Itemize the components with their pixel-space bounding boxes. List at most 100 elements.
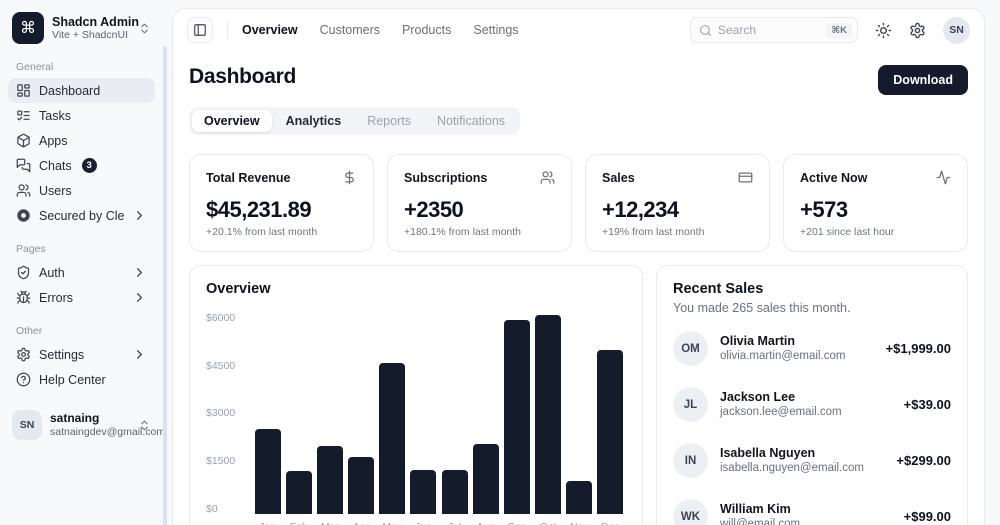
chevrons-up-down-icon: [138, 22, 151, 35]
sale-row[interactable]: JL Jackson Lee jackson.lee@email.com +$3…: [673, 387, 951, 422]
sidebar-item[interactable]: Tasks: [8, 103, 155, 128]
chart-x-axis: Jan Feb Mar Apr May Jun Jul: [252, 521, 626, 525]
sidebar-item[interactable]: Errors: [8, 285, 155, 310]
overview-chart-card: Overview $0 $1500 $3000 $4500: [189, 265, 643, 525]
sidebar-item-label: Chats: [39, 158, 72, 173]
chart-title: Overview: [206, 281, 271, 297]
command-icon: ⌘: [20, 20, 36, 37]
top-nav-link[interactable]: Products: [402, 23, 452, 37]
stat-card: Sales +12,234 +19% from last month: [585, 154, 770, 252]
recent-sales-card: Recent Sales You made 265 sales this mon…: [656, 265, 968, 525]
chart-bar[interactable]: [254, 428, 281, 514]
clerk-icon: [16, 208, 31, 223]
customer-avatar: WK: [673, 499, 708, 525]
chart-bar[interactable]: [379, 363, 406, 514]
chart-bar[interactable]: [535, 315, 562, 514]
chart-plot-area: [252, 313, 626, 514]
chart-bar[interactable]: [566, 480, 593, 514]
topbar: Overview Customers Products Settings Sea…: [173, 9, 984, 51]
sidebar-section: Other Settings Help Center: [8, 325, 155, 392]
sale-amount: +$1,999.00: [885, 341, 951, 356]
search-input[interactable]: Search ⌘K: [690, 17, 858, 43]
sale-row[interactable]: WK William Kim will@email.com +$99.00: [673, 499, 951, 525]
help-icon: [16, 372, 31, 387]
search-shortcut-kbd: ⌘K: [826, 22, 852, 38]
dashboard-tab[interactable]: Notifications: [436, 114, 506, 128]
sale-amount: +$299.00: [896, 453, 951, 468]
customer-email: olivia.martin@email.com: [720, 350, 846, 363]
sidebar-toggle-button[interactable]: [187, 17, 213, 43]
sidebar-item-label: Auth: [39, 265, 65, 280]
y-axis-tick: $1500: [206, 454, 236, 467]
user-name: satnaing: [50, 411, 100, 426]
sidebar-section: Pages Auth Errors: [8, 243, 155, 310]
top-nav-link[interactable]: Customers: [319, 23, 381, 37]
search-placeholder: Search: [718, 23, 757, 37]
dashboard-tab[interactable]: Analytics: [285, 114, 342, 128]
divider: [227, 22, 228, 38]
sidebar-section-label: General: [16, 61, 54, 73]
sidebar-item[interactable]: Chats 3: [8, 153, 155, 178]
sidebar: ⌘ Shadcn Admin Vite + ShadcnUI General D…: [0, 0, 166, 525]
profile-avatar[interactable]: SN: [943, 16, 970, 44]
sale-row[interactable]: IN Isabella Nguyen isabella.nguyen@email…: [673, 443, 951, 478]
y-axis-tick: $3000: [206, 407, 236, 420]
chart-bar[interactable]: [285, 470, 312, 514]
stat-value: +12,234: [602, 197, 679, 222]
app-subtitle: Vite + ShadcnUI: [52, 29, 128, 41]
chart-bar[interactable]: [503, 320, 530, 514]
user-email: satnaingdev@gmail.com: [50, 425, 166, 438]
sidebar-user-menu[interactable]: SN satnaing satnaingdev@gmail.com: [8, 406, 166, 444]
chart-bar[interactable]: [316, 446, 343, 514]
sidebar-item-label: Tasks: [39, 108, 71, 123]
sidebar-section-label: Other: [16, 325, 43, 337]
chevron-right-icon: [132, 208, 147, 223]
settings-gear-icon[interactable]: [909, 22, 926, 39]
chart-bar[interactable]: [597, 349, 624, 514]
customer-name: Isabella Nguyen: [720, 445, 816, 460]
stat-subtext: +20.1% from last month: [206, 226, 318, 238]
chart-bar[interactable]: [472, 444, 499, 514]
sidebar-item-label: Errors: [39, 290, 74, 305]
x-axis-tick: Aug: [470, 521, 501, 525]
dashboard-tab[interactable]: Overview: [192, 110, 272, 132]
gear-icon: [16, 347, 31, 362]
top-nav-link[interactable]: Settings: [473, 23, 519, 37]
customer-email: jackson.lee@email.com: [720, 406, 842, 419]
workspace-switcher[interactable]: ⌘ Shadcn Admin Vite + ShadcnUI: [8, 10, 155, 46]
chart-bar[interactable]: [441, 469, 468, 514]
x-axis-tick: May: [377, 521, 408, 525]
sidebar-scrollbar[interactable]: [163, 46, 167, 525]
download-button[interactable]: Download: [878, 65, 968, 95]
tasks-icon: [16, 108, 31, 123]
sidebar-item[interactable]: Settings: [8, 342, 155, 367]
sale-row[interactable]: OM Olivia Martin olivia.martin@email.com…: [673, 331, 951, 366]
dashboard-tabs: Overview Analytics Reports Notifications: [189, 107, 521, 135]
stat-title: Subscriptions: [404, 170, 488, 185]
x-axis-tick: Mar: [314, 521, 345, 525]
sidebar-item[interactable]: Auth: [8, 260, 155, 285]
sidebar-item[interactable]: Help Center: [8, 367, 155, 392]
dashboard-tab[interactable]: Reports: [367, 114, 411, 128]
sidebar-item[interactable]: Secured by Clerk: [8, 203, 155, 228]
sidebar-item[interactable]: Users: [8, 178, 155, 203]
stat-value: $45,231.89: [206, 197, 312, 222]
stat-title: Active Now: [800, 170, 868, 185]
chart-bar[interactable]: [348, 457, 375, 514]
chart-bar[interactable]: [410, 470, 437, 514]
stat-value: +2350: [404, 197, 464, 222]
theme-toggle-sun-icon[interactable]: [875, 22, 892, 39]
top-nav-link[interactable]: Overview: [242, 23, 298, 37]
stat-title: Sales: [602, 170, 635, 185]
sidebar-sections: General Dashboard Tasks: [8, 61, 155, 392]
sidebar-item[interactable]: Dashboard: [8, 78, 155, 103]
dashboard-content: Dashboard Download Overview Analytics Re…: [173, 51, 984, 525]
users-icon: [16, 183, 31, 198]
chevrons-up-down-icon: [138, 419, 151, 432]
sidebar-item[interactable]: Apps: [8, 128, 155, 153]
chart-y-axis: $0 $1500 $3000 $4500 $6000: [206, 313, 252, 514]
y-axis-tick: $4500: [206, 359, 236, 372]
x-axis-tick: Nov: [564, 521, 595, 525]
stat-card: Active Now +573 +201 since last hour: [783, 154, 968, 252]
customer-avatar: IN: [673, 443, 708, 478]
